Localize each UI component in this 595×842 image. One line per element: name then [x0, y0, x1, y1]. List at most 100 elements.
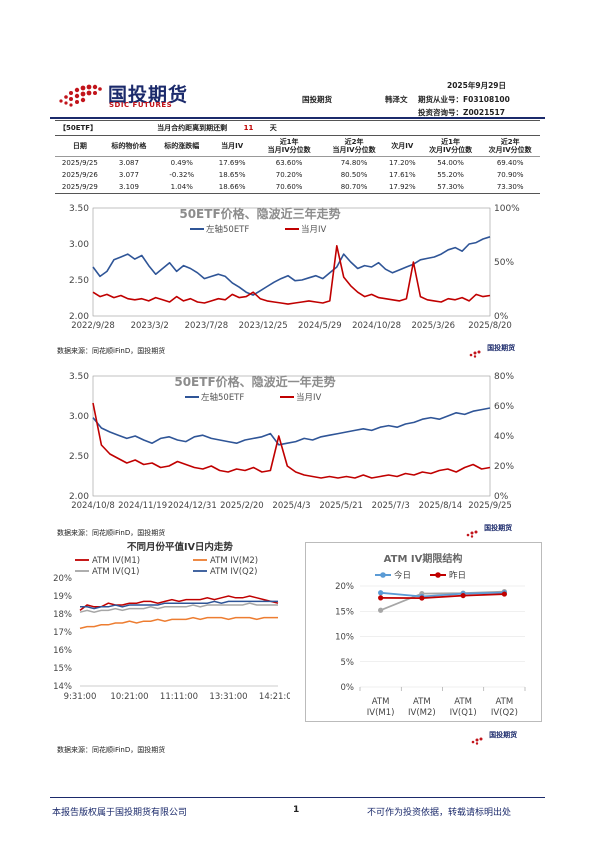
- legend-label: 昨日: [449, 570, 466, 581]
- table-header-cell: 次月IV: [383, 135, 421, 157]
- table-cell: 54.00%: [437, 159, 464, 167]
- three-year-etf-iv-chart: 3.50 3.00 2.50 2.00 100% 50% 0% 2022/9/28 2023/3…: [69, 204, 520, 331]
- x-tick-label: 2025/3/26: [411, 321, 455, 331]
- x-category-label: IV(M1): [367, 708, 395, 718]
- table-cell: 55.20%: [437, 171, 464, 179]
- x-tick-label: 13:31:00: [209, 692, 247, 702]
- x-tick-label: 10:21:00: [110, 692, 148, 702]
- expiry-days-unit: 天: [269, 124, 277, 132]
- x-category-label: ATM: [372, 697, 390, 707]
- series-line-etf: [92, 407, 491, 446]
- term-data-point: [460, 592, 466, 599]
- y-right-tick-label: 50%: [494, 258, 514, 268]
- company-name: 国投期货: [302, 95, 332, 104]
- table-cell: 63.60%: [275, 159, 303, 167]
- term-series-line: [380, 593, 505, 600]
- logo-english-name: SDIC FUTURES: [109, 101, 173, 109]
- brand-small-text: 国投期货: [489, 731, 518, 739]
- chart1-brand: 国投期货: [468, 343, 515, 362]
- futures-license: 期货从业号：F03108100: [418, 95, 510, 104]
- x-tick-label: 2025/7/3: [372, 501, 410, 511]
- brand-small-text: 国投期货: [484, 524, 513, 532]
- y-tick-label: 20%: [53, 574, 72, 584]
- table-cell: 70.60%: [253, 181, 325, 194]
- x-tick-label: 2024/10/8: [71, 501, 115, 511]
- table-cell: 17.69%: [218, 159, 246, 167]
- y-tick-label: 15%: [335, 607, 354, 617]
- table-header-cell: 近1年 当月IV分位数: [253, 135, 325, 157]
- series-line-iv: [92, 402, 491, 479]
- plot-area: [92, 375, 491, 497]
- table-cell: 18.65%: [218, 171, 246, 179]
- table-header-cell: 日期: [55, 135, 105, 157]
- x-tick-label: 2025/9/25: [468, 501, 512, 511]
- x-tick-label: 11:11:00: [160, 692, 198, 702]
- table-header-cell: 近1年 次月IV分位数: [420, 135, 481, 157]
- header-divider: [50, 117, 545, 119]
- legend-label: 左轴50ETF: [206, 224, 249, 235]
- y-tick-label: 19%: [53, 592, 72, 602]
- series-line-iv: [92, 244, 491, 305]
- y-left-tick-label: 3.50: [69, 372, 89, 382]
- table-cell: 1.04%: [153, 181, 211, 194]
- y-tick-label: 20%: [335, 582, 354, 592]
- x-tick-label: 2025/8/20: [468, 321, 512, 331]
- y-left-tick-label: 2.50: [69, 452, 89, 462]
- table-row: 2025/9/26 3.077 -0.32% 18.65% 70.20% 80.50% 17…: [55, 169, 540, 181]
- x-tick-label: 2025/2/20: [220, 501, 264, 511]
- y-left-tick-label: 2.00: [69, 312, 89, 322]
- brand-dots-icon: [469, 350, 481, 358]
- chart4-brand: 国投期货: [470, 730, 517, 749]
- analyst-name: 韩泽文: [385, 95, 408, 104]
- legend-label: ATM IV(M2): [210, 556, 258, 566]
- y-right-tick-label: 40%: [494, 432, 514, 442]
- table-header-cell: 近2年 当月IV分位数: [324, 135, 384, 157]
- table-cell: 3.077: [118, 171, 139, 179]
- table-cell: 2025/9/29: [55, 181, 105, 194]
- y-tick-label: 18%: [53, 610, 72, 620]
- legend-marker: [435, 572, 441, 578]
- table-cell: 57.30%: [420, 181, 481, 194]
- y-right-tick-label: 0%: [494, 312, 509, 322]
- table-cell: 18.66%: [210, 181, 254, 194]
- intraday-series-line: [79, 595, 279, 611]
- y-right-tick-label: 20%: [494, 462, 514, 472]
- logo-chinese-name: 国投期货: [108, 84, 189, 106]
- table-header-cell: 当月IV: [210, 135, 254, 157]
- intraday-series-line: [79, 616, 278, 630]
- y-tick-label: 15%: [53, 664, 72, 674]
- y-left-tick-label: 3.00: [69, 240, 89, 250]
- y-left-tick-label: 3.00: [69, 412, 89, 422]
- intraday-series-line: [79, 602, 278, 613]
- y-tick-label: 5%: [341, 658, 355, 668]
- table-row: 2025/9/29 3.109 1.04% 18.66% 70.60% 80.70% 17.…: [55, 181, 540, 194]
- x-tick-label: 2022/9/28: [71, 321, 115, 331]
- table-cell: 3.109: [104, 181, 154, 194]
- plot-area: [92, 207, 491, 317]
- x-category-label: IV(Q2): [491, 708, 518, 718]
- y-tick-label: 17%: [53, 628, 72, 638]
- company-logo-mark: [59, 84, 102, 107]
- table-cell: 17.92%: [383, 181, 421, 194]
- table-cell: 70.90%: [496, 171, 524, 179]
- expiry-days: 11: [243, 124, 254, 132]
- chart-title: 50ETF价格、隐波近一年走势: [174, 374, 335, 389]
- term-data-point: [501, 591, 507, 597]
- table-cell: 69.40%: [496, 159, 524, 167]
- legend-label: 当月IV: [301, 224, 327, 235]
- table-cell: 17.61%: [388, 171, 416, 179]
- advisor-license: 投资咨询号：Z0021517: [418, 108, 505, 117]
- table-header-cell: 标的物价格: [104, 135, 154, 157]
- x-category-label: ATM: [413, 697, 431, 707]
- expiry-label: 当月合约距离到期还剩: [157, 124, 228, 132]
- table-cell: 2025/9/26: [61, 171, 98, 179]
- x-tick-label: 2024/12/31: [168, 501, 217, 511]
- table-cell: 80.50%: [340, 171, 368, 179]
- legend-label: 今日: [394, 570, 411, 581]
- x-tick-label: 2023/7/28: [185, 321, 229, 331]
- chart2-brand: 国投期货: [465, 523, 512, 542]
- x-tick-label: 2025/4/3: [272, 501, 310, 511]
- x-category-label: IV(Q1): [450, 708, 477, 718]
- series-line-etf: [92, 236, 491, 296]
